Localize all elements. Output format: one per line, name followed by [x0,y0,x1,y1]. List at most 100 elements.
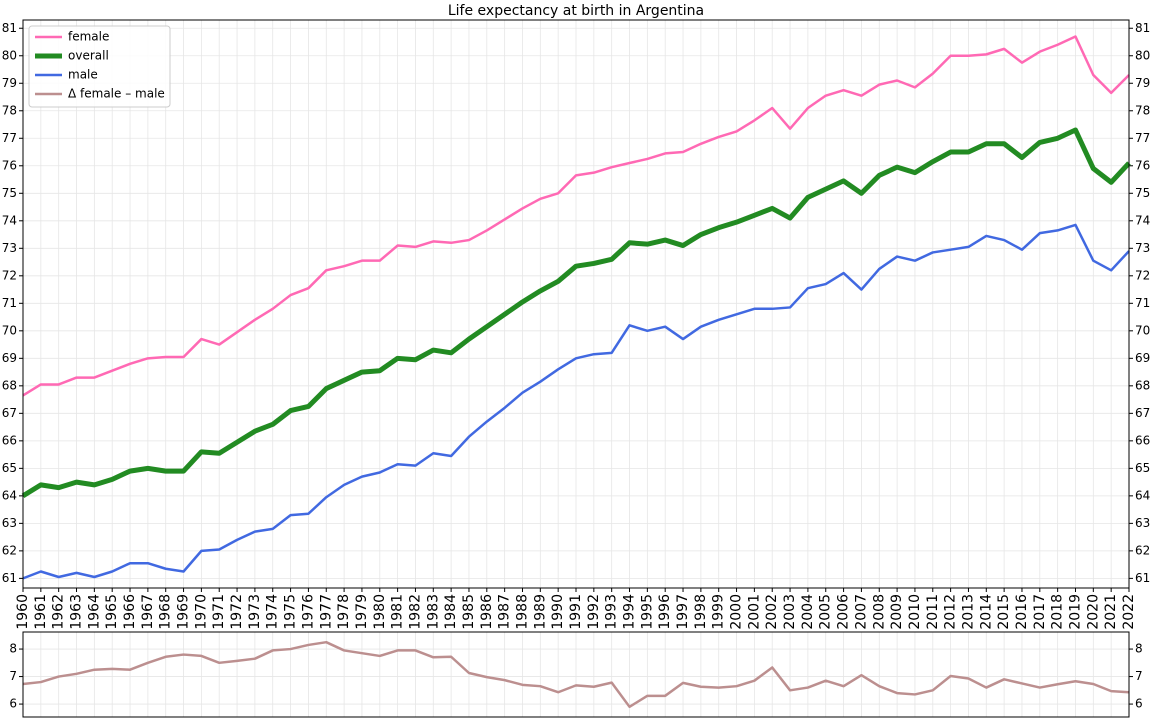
x-tick-label: 1983 [425,594,441,630]
y-tick-label: 73 [2,241,17,255]
x-tick-label: 2019 [1067,594,1083,630]
y-tick-label: 75 [1135,186,1150,200]
x-tick-label: 1996 [657,594,673,630]
legend-label: overall [68,49,109,63]
y-tick-label: 61 [1135,571,1150,585]
y-tick-label: 66 [1135,433,1150,447]
x-tick-label: 1961 [33,594,49,630]
x-tick-label: 1985 [461,594,477,630]
series-line [22,223,1130,580]
x-tick-label: 2009 [889,594,905,630]
x-tick-label: 1977 [318,594,334,630]
x-tick-label: 1998 [693,594,709,630]
x-tick-label: 1991 [568,594,584,630]
series-line [22,640,1130,709]
x-tick-label: 1967 [140,594,156,630]
y-tick-label: 74 [1135,213,1150,227]
y-tick-label: 79 [2,76,17,90]
x-tick-label: 1993 [604,594,620,630]
legend-label: female [68,30,109,44]
x-tick-label: 1988 [514,594,530,630]
x-tick-label: 2010 [907,594,923,630]
y-tick-label: 79 [1135,76,1150,90]
y-tick-label: 77 [1135,131,1150,145]
series-line [21,127,1131,498]
series-line [22,35,1130,397]
x-tick-label: 1966 [122,594,138,630]
x-tick-label: 1976 [300,594,316,630]
x-tick-label: 1962 [51,594,67,630]
y-tick-label: 72 [1135,268,1150,282]
y-tick-label: 78 [1135,103,1150,117]
y-tick-label: 71 [2,296,17,310]
x-tick-label: 2001 [746,594,762,630]
x-tick-label: 1982 [407,594,423,630]
y-tick-label: 81 [2,21,17,35]
y-tick-label: 65 [1135,461,1150,475]
y-tick-label: 76 [1135,158,1150,172]
x-tick-label: 1968 [158,594,174,630]
y-tick-label: 68 [2,378,17,392]
y-tick-label: 68 [1135,378,1150,392]
y-tick-label: 66 [2,433,17,447]
y-tick-label: 77 [2,131,17,145]
y-tick-label: 62 [2,543,17,557]
y-tick-label: 63 [2,516,17,530]
x-tick-label: 2013 [960,594,976,630]
y-tick-label: 65 [2,461,17,475]
y-tick-label: 67 [2,406,17,420]
x-tick-label: 1989 [532,594,548,630]
x-tick-label: 2014 [978,594,994,630]
x-tick-label: 1960 [15,594,31,630]
x-tick-label: 1975 [283,594,299,630]
y-tick-label: 72 [2,268,17,282]
x-tick-label: 1973 [247,594,263,630]
y-tick-label: 69 [1135,351,1150,365]
y-tick-label: 8 [9,642,17,656]
chart-title: Life expectancy at birth in Argentina [448,3,704,19]
x-tick-label: 2004 [800,594,816,630]
y-tick-label: 80 [2,48,17,62]
x-tick-label: 2006 [836,594,852,630]
plot-frame [22,19,1130,589]
x-tick-label: 1964 [86,594,102,630]
x-tick-label: 1995 [639,594,655,630]
x-tick-label: 2015 [996,594,1012,630]
y-tick-label: 64 [2,488,17,502]
y-tick-label: 64 [1135,488,1150,502]
x-tick-label: 1963 [69,594,85,630]
x-tick-label: 1984 [443,594,459,630]
x-tick-label: 1980 [372,594,388,630]
y-tick-label: 70 [2,323,17,337]
x-tick-label: 1997 [675,594,691,630]
x-tick-label: 2020 [1085,594,1101,630]
x-tick-label: 1990 [550,594,566,630]
y-tick-label: 70 [1135,323,1150,337]
y-tick-label: 71 [1135,296,1150,310]
x-tick-label: 1999 [711,594,727,630]
y-tick-label: 67 [1135,406,1150,420]
x-tick-label: 2018 [1050,594,1066,630]
y-tick-label: 73 [1135,241,1150,255]
x-tick-label: 2000 [729,594,745,630]
y-tick-label: 62 [1135,543,1150,557]
legend-label: Δ female – male [68,87,165,101]
y-tick-label: 7 [1135,669,1143,683]
x-tick-label: 2022 [1121,594,1137,630]
plot-frame [22,631,1130,718]
y-tick-label: 7 [9,669,17,683]
x-tick-label: 2016 [1014,594,1030,630]
x-tick-label: 2007 [853,594,869,630]
x-tick-label: 2011 [925,594,941,630]
x-tick-label: 2005 [818,594,834,630]
x-tick-label: 1987 [497,594,513,630]
x-tick-label: 2003 [782,594,798,630]
y-tick-label: 6 [9,697,17,711]
x-tick-label: 2021 [1103,594,1119,630]
legend: female overall male Δ female – male [28,25,171,108]
x-tick-label: 1979 [354,594,370,630]
y-tick-label: 78 [2,103,17,117]
y-tick-label: 69 [2,351,17,365]
x-tick-label: 2017 [1032,594,1048,630]
y-tick-label: 81 [1135,21,1150,35]
